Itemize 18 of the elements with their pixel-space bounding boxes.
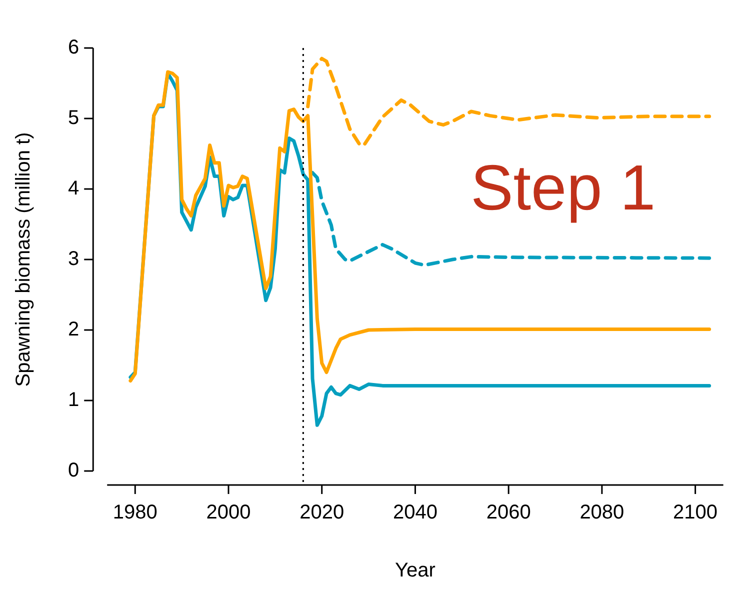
x-tick-label: 2060	[486, 502, 531, 524]
x-tick-label: 2080	[580, 502, 624, 524]
x-tick-label: 2000	[206, 502, 251, 524]
y-tick-label: 2	[68, 318, 80, 341]
line-series	[306, 56, 712, 148]
y-tick-label: 6	[68, 36, 80, 59]
x-tick-label: 1980	[112, 502, 158, 524]
y-tick-label: 5	[68, 107, 80, 130]
y-tick-label: 3	[68, 248, 80, 270]
y-tick-label: 0	[68, 460, 80, 482]
x-tick-label: 2100	[673, 502, 718, 524]
x-tick-label: 2040	[392, 502, 438, 524]
annotation: Step 1	[470, 151, 656, 224]
x-axis-title: Year	[395, 560, 436, 582]
y-tick-label: 4	[68, 178, 80, 200]
y-axis-title: Spawning biomass (million t)	[12, 132, 35, 387]
y-tick-label: 1	[68, 389, 80, 412]
x-tick-label: 2020	[300, 502, 344, 524]
